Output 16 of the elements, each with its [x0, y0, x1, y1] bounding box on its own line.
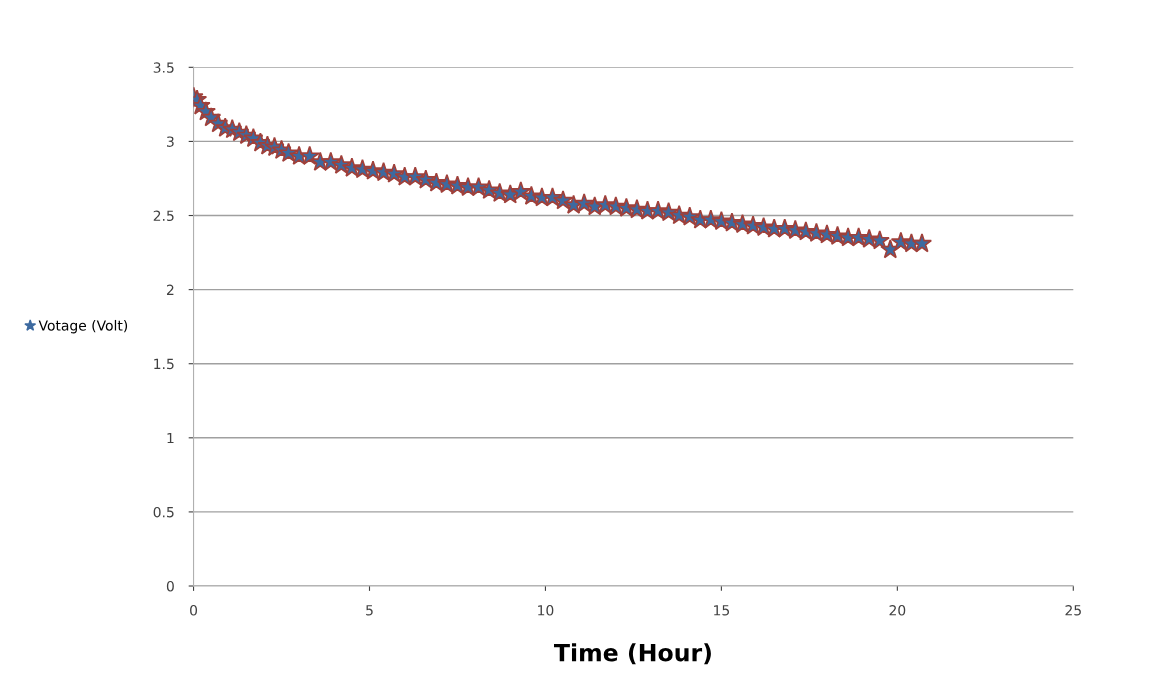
- y-tick-label: 0.5: [153, 506, 174, 518]
- x-tick-label: 0: [190, 605, 198, 616]
- y-tick-label: 2.5: [153, 210, 174, 221]
- x-tick-label: 20: [889, 605, 906, 616]
- x-axis-title: Time (Hour): [554, 643, 711, 665]
- x-tick-label: 25: [1065, 605, 1081, 616]
- y-tick-label: 3.5: [153, 62, 174, 73]
- x-tick-label: 15: [714, 605, 730, 616]
- y-tick-label: 1.5: [154, 358, 174, 370]
- legend-label: Votage (Volt): [38, 319, 128, 334]
- y-tick-label: 1: [167, 432, 174, 444]
- x-tick-label: 10: [538, 605, 554, 616]
- x-tick-label: 5: [366, 605, 373, 616]
- y-tick-label: 2: [166, 284, 174, 295]
- y-tick-label: 3: [167, 136, 174, 147]
- y-tick-label: 0: [166, 580, 174, 592]
